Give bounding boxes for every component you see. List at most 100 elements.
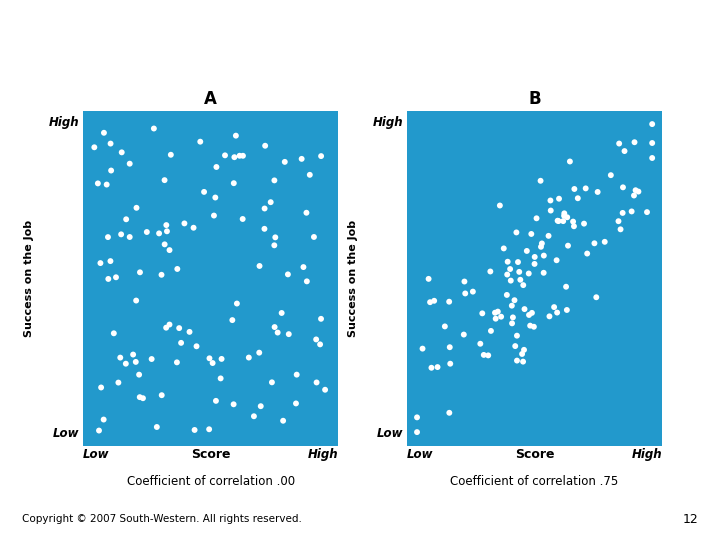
Point [163, 320, 175, 329]
Point [580, 184, 591, 193]
Point [489, 308, 500, 317]
Point [617, 208, 629, 217]
Text: Success on the Job: Success on the Job [348, 220, 358, 336]
Text: High: High [631, 448, 662, 461]
Text: Coefficient of correlation .00: Coefficient of correlation .00 [127, 475, 294, 488]
Point [98, 415, 109, 424]
Point [315, 340, 326, 349]
Point [120, 215, 132, 224]
Point [243, 353, 255, 362]
Point [124, 233, 135, 241]
Text: Low: Low [377, 427, 403, 440]
Point [498, 244, 510, 253]
Point [297, 263, 309, 272]
Point [444, 360, 456, 368]
Point [502, 258, 513, 266]
Point [228, 179, 240, 187]
Text: Copyright © 2007 South-Western. All rights reserved.: Copyright © 2007 South-Western. All righ… [22, 515, 302, 524]
Point [134, 393, 145, 401]
Point [269, 241, 280, 249]
Point [310, 335, 322, 344]
Point [501, 291, 513, 299]
Point [511, 356, 523, 365]
Point [633, 187, 644, 196]
Point [159, 240, 171, 249]
Point [231, 299, 243, 308]
Point [138, 394, 149, 402]
Point [133, 370, 145, 379]
Point [524, 321, 536, 330]
Point [258, 225, 270, 233]
Point [98, 129, 109, 137]
Point [220, 151, 231, 160]
Point [474, 340, 486, 348]
Point [105, 139, 117, 148]
Point [517, 357, 528, 366]
Point [523, 269, 534, 278]
Point [439, 322, 451, 330]
Point [553, 217, 564, 225]
Point [492, 307, 503, 316]
Point [531, 214, 542, 222]
Point [506, 301, 518, 310]
Point [130, 357, 142, 366]
Text: Score: Score [191, 448, 230, 461]
Point [613, 139, 625, 148]
Point [269, 323, 280, 332]
Text: 12: 12 [683, 513, 698, 526]
Point [259, 141, 271, 150]
Point [320, 386, 331, 394]
Point [198, 187, 210, 196]
Point [617, 183, 629, 192]
Point [191, 342, 202, 350]
Point [526, 308, 538, 317]
Text: Correlation Scatterplots: Correlation Scatterplots [140, 23, 306, 37]
Point [282, 270, 294, 279]
Point [174, 324, 185, 333]
Point [161, 221, 172, 230]
Point [301, 277, 312, 286]
Point [210, 396, 222, 405]
Point [647, 154, 658, 163]
Point [215, 374, 226, 383]
Point [253, 262, 265, 271]
Point [512, 258, 523, 266]
Point [564, 157, 576, 166]
Point [535, 177, 546, 185]
Point [114, 353, 126, 362]
Point [478, 350, 490, 359]
Point [115, 230, 127, 239]
Title: B: B [528, 90, 541, 108]
Point [116, 148, 127, 157]
Point [265, 198, 276, 206]
Point [605, 171, 616, 179]
Point [559, 209, 570, 218]
Point [417, 345, 428, 353]
Point [120, 360, 132, 368]
Point [171, 265, 183, 273]
Point [518, 281, 529, 289]
Point [615, 225, 626, 234]
Point [308, 233, 320, 241]
Point [444, 408, 455, 417]
Point [269, 176, 280, 185]
Point [589, 239, 600, 248]
Point [269, 233, 281, 242]
Point [578, 219, 590, 228]
Point [590, 293, 602, 301]
Point [647, 139, 658, 147]
Point [277, 416, 289, 425]
Point [105, 166, 117, 175]
Point [558, 212, 570, 220]
Point [94, 259, 106, 267]
Point [458, 330, 469, 339]
Point [161, 227, 173, 235]
Point [228, 400, 239, 409]
Point [296, 154, 307, 163]
Point [89, 143, 100, 152]
Point [141, 228, 153, 237]
Point [104, 257, 116, 266]
Text: Success on the Job: Success on the Job [24, 220, 34, 336]
Point [562, 241, 574, 250]
Point [255, 402, 266, 410]
